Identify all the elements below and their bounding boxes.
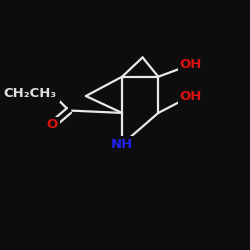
Text: O: O [46,118,58,132]
Text: OH: OH [180,58,202,71]
Text: NH: NH [111,138,133,151]
Text: CH₂CH₃: CH₂CH₃ [4,87,57,100]
Text: OH: OH [180,90,202,102]
Text: O: O [46,87,58,100]
